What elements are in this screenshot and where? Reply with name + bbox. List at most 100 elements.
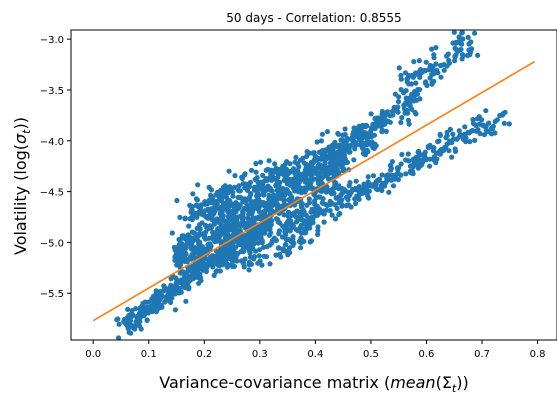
scatter-point [257,247,263,253]
scatter-point [410,171,416,177]
y-tick-label: −5.0 [40,238,64,249]
scatter-point [384,178,390,184]
x-axis-label: Variance-covariance matrix (mean(Σt)) [159,373,468,395]
x-label-open: ( [436,373,442,392]
scatter-point [177,214,183,220]
scatter-point [206,184,212,190]
scatter-point [303,230,309,236]
scatter-point [307,185,313,191]
scatter-point [371,132,378,138]
scatter-point [252,204,258,210]
y-label-prefix: Volatility (log( [11,144,30,255]
scatter-point [408,163,415,169]
scatter-point [187,235,193,241]
y-tick-label: −3.0 [40,35,64,46]
scatter-point [161,283,167,289]
scatter-point [287,218,294,224]
scatter-point [168,276,174,282]
scatter-point [298,239,304,246]
scatter-point [351,125,357,131]
scatter-point [192,210,198,217]
scatter-point [501,120,507,126]
scatter-point [197,222,203,228]
scatter-point [116,335,122,341]
scatter-point [356,188,362,194]
y-tick-label: −5.5 [40,289,64,300]
scatter-point [279,234,286,240]
scatter-point [169,295,175,301]
scatter-point [298,174,304,180]
y-label-close: )) [11,117,30,129]
scatter-point [452,54,458,60]
scatter-point [257,182,263,188]
scatter-point [181,235,187,241]
scatter-point [417,87,423,93]
scatter-point [219,251,225,257]
scatter-point [353,200,359,207]
x-label-close: )) [456,373,468,392]
scatter-point [361,181,367,187]
scatter-point [300,212,306,218]
scatter-point [256,192,262,198]
scatter-point [370,173,377,179]
scatter-point [183,298,189,304]
scatter-point [416,148,422,154]
scatter-point [287,249,293,256]
scatter-point [259,228,265,234]
scatter-point [194,250,200,256]
scatter-point [461,132,467,139]
scatter-point [398,72,404,79]
scatter-point [267,261,273,267]
scatter-point [172,257,178,263]
scatter-point [325,176,332,182]
scatter-point [208,213,214,219]
y-tick-label: −4.0 [40,137,64,148]
scatter-point [273,196,280,202]
scatter-point [236,183,242,189]
scatter-point [175,248,181,254]
scatter-point [427,163,433,169]
scatter-point [285,209,292,215]
scatter-point [413,80,419,86]
scatter-point [456,34,462,40]
scatter-point [247,184,253,190]
scatter-point [459,41,465,47]
scatter-point [315,231,321,237]
scatter-point [394,165,401,171]
scatter-point [413,162,419,168]
scatter-point [476,121,482,127]
scatter-point [176,236,182,243]
scatter-point [154,300,160,306]
scatter-point [179,241,185,247]
scatter-point [435,139,441,145]
scatter-point [405,151,411,157]
scatter-point [403,100,409,106]
plot-area [92,29,536,341]
scatter-point [398,172,404,178]
scatter-point [178,277,184,283]
scatter-point [198,265,204,271]
scatter-point [259,202,265,208]
scatter-point [351,139,357,145]
scatter-point [292,175,299,181]
scatter-point [282,177,288,183]
scatter-point [154,294,160,300]
scatter-point [225,213,231,220]
scatter-point [430,63,436,69]
scatter-point [323,169,329,175]
scatter-point [260,172,266,178]
scatter-point [217,194,223,201]
scatter-point [154,307,160,313]
scatter-point [441,67,447,73]
scatter-point [356,192,362,198]
scatter-point [396,65,402,71]
scatter-point [377,122,383,128]
scatter-point [233,244,239,250]
scatter-point [244,201,250,208]
scatter-point [291,170,297,176]
scatter-point [200,210,206,216]
scatter-point [385,172,391,178]
scatter-point [276,203,283,210]
scatter-point [169,230,175,236]
scatter-point [316,181,322,187]
